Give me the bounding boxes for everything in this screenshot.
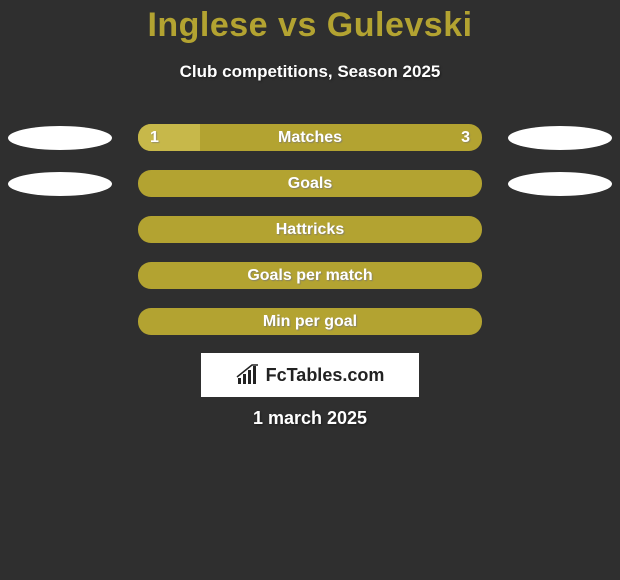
stat-value-left: 1 — [150, 124, 159, 151]
date-label: 1 march 2025 — [0, 408, 620, 429]
stat-label: Goals — [138, 170, 482, 197]
stat-row: Min per goal — [0, 308, 620, 336]
stat-label: Goals per match — [138, 262, 482, 289]
logo: FcTables.com — [201, 353, 419, 397]
stat-label: Min per goal — [138, 308, 482, 335]
stat-bar: Hattricks — [138, 216, 482, 243]
page-subtitle: Club competitions, Season 2025 — [0, 62, 620, 82]
player-right-oval — [508, 172, 612, 196]
player-right-oval — [508, 126, 612, 150]
stat-bar: Min per goal — [138, 308, 482, 335]
stat-row: Matches1 3 — [0, 124, 620, 152]
stat-bar: Matches1 3 — [138, 124, 482, 151]
stat-row: Goals per match — [0, 262, 620, 290]
player-left-oval — [8, 172, 112, 196]
stat-bar: Goals per match — [138, 262, 482, 289]
logo-text: FcTables.com — [266, 365, 385, 386]
stat-label: Matches — [138, 124, 482, 151]
page-title: Inglese vs Gulevski — [0, 6, 620, 45]
infographic-canvas: Inglese vs Gulevski Club competitions, S… — [0, 0, 620, 580]
stat-row: Goals — [0, 170, 620, 198]
stat-row: Hattricks — [0, 216, 620, 244]
player-left-oval — [8, 126, 112, 150]
stat-label: Hattricks — [138, 216, 482, 243]
stat-bar: Goals — [138, 170, 482, 197]
chart-bars-icon — [236, 364, 260, 386]
stat-value-right: 3 — [461, 124, 470, 151]
